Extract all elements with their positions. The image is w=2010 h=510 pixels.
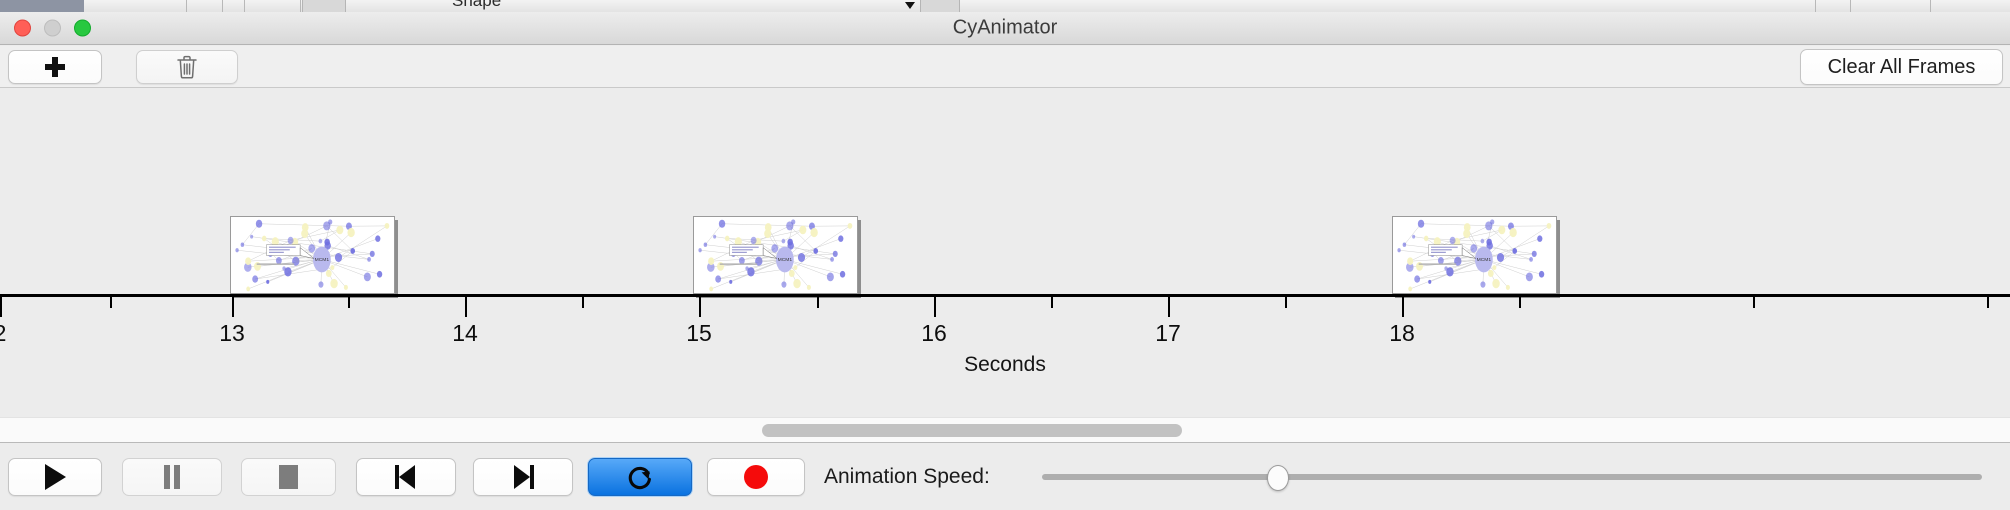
close-button[interactable] [14, 19, 31, 37]
play-icon [44, 464, 66, 490]
animation-speed-label: Animation Speed: [824, 465, 990, 488]
axis-tick-major [934, 297, 936, 317]
timeline-scrollbar[interactable] [0, 417, 2010, 443]
axis-tick-minor [1519, 297, 1521, 308]
axis-tick-label: 18 [1389, 320, 1415, 346]
axis-tick-minor [1987, 297, 1989, 308]
scrollbar-thumb[interactable] [762, 424, 1182, 437]
axis-tick-label: 17 [1155, 320, 1181, 346]
pause-button[interactable] [122, 458, 222, 496]
loop-icon [628, 466, 651, 490]
delete-frame-button[interactable] [136, 50, 238, 84]
axis-tick-label: 13 [219, 320, 245, 346]
skip-to-start-icon [395, 465, 417, 489]
axis-tick-major [0, 297, 2, 317]
svg-text:MCM1: MCM1 [1477, 257, 1492, 263]
axis-tick-major [232, 297, 234, 317]
background-window-strip: Shape [0, 0, 2010, 12]
axis-tick-major [699, 297, 701, 317]
transport-bar: Animation Speed: [0, 444, 2010, 510]
background-seam [222, 0, 223, 12]
trash-icon [177, 55, 197, 79]
skip-to-start-button[interactable] [356, 458, 456, 496]
network-thumbnail: MCM1 [231, 217, 394, 293]
skip-to-end-icon [512, 465, 534, 489]
axis-tick-major [465, 297, 467, 317]
title-bar: CyAnimator [0, 12, 2010, 45]
svg-text:MCM1: MCM1 [315, 257, 330, 263]
axis-tick-label: 16 [921, 320, 947, 346]
maximize-button[interactable] [74, 19, 91, 37]
stop-button[interactable] [241, 458, 336, 496]
toolbar: Clear All Frames [0, 46, 2010, 88]
add-frame-button[interactable] [8, 50, 102, 84]
background-tab [920, 0, 960, 12]
minimize-button[interactable] [44, 19, 61, 37]
stop-icon [279, 465, 298, 489]
clear-all-frames-label: Clear All Frames [1827, 55, 1976, 78]
axis-tick-minor [1753, 297, 1755, 308]
background-seam [300, 0, 301, 12]
background-window-sidebar [0, 0, 84, 12]
animation-speed-slider[interactable] [1042, 465, 1982, 491]
window-title: CyAnimator [952, 16, 1058, 39]
background-window-label: Shape [452, 0, 502, 10]
background-seam [244, 0, 245, 12]
axis-line [0, 294, 2010, 297]
background-seam [1850, 0, 1851, 12]
axis-tick-minor [582, 297, 584, 308]
timeline-frame[interactable]: MCM1 [1392, 216, 1557, 294]
background-seam [1815, 0, 1816, 12]
record-icon [744, 465, 768, 489]
svg-text:MCM1: MCM1 [778, 257, 793, 263]
pause-icon [163, 465, 181, 489]
clear-all-frames-button[interactable]: Clear All Frames [1800, 49, 2003, 85]
timeline-panel[interactable]: MCM1 MCM1 MCM1 2 13 14 15 16 17 18 Seconds [0, 89, 2010, 417]
loop-button[interactable] [588, 458, 692, 496]
frames-track[interactable]: MCM1 MCM1 MCM1 [0, 89, 2010, 294]
network-thumbnail: MCM1 [694, 217, 857, 293]
background-tab [302, 0, 346, 12]
slider-thumb[interactable] [1266, 465, 1289, 491]
axis-tick-label: 2 [0, 320, 6, 347]
slider-track [1042, 474, 1982, 480]
time-axis: 2 13 14 15 16 17 18 Seconds [0, 294, 2010, 417]
axis-tick-major [1168, 297, 1170, 317]
axis-tick-minor [110, 297, 112, 308]
plus-icon [45, 57, 65, 77]
play-button[interactable] [8, 458, 102, 496]
axis-tick-minor [1285, 297, 1287, 308]
axis-tick-label: 15 [686, 320, 712, 346]
axis-title: Seconds [964, 353, 1046, 376]
axis-tick-minor [1051, 297, 1053, 308]
skip-to-end-button[interactable] [473, 458, 573, 496]
timeline-frame[interactable]: MCM1 [693, 216, 858, 294]
background-seam [186, 0, 187, 12]
axis-tick-minor [817, 297, 819, 308]
network-thumbnail: MCM1 [1393, 217, 1556, 293]
background-caret-icon [905, 2, 915, 9]
axis-tick-label: 14 [452, 320, 478, 346]
record-button[interactable] [707, 458, 805, 496]
timeline-frame[interactable]: MCM1 [230, 216, 395, 294]
axis-tick-major [1402, 297, 1404, 317]
background-seam [1930, 0, 1931, 12]
axis-tick-minor [348, 297, 350, 308]
